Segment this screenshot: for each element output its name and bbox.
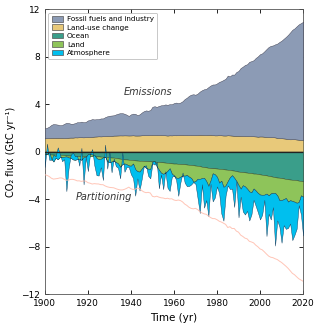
Legend: Fossil fuels and industry, Land-use change, Ocean, Land, Atmosphere: Fossil fuels and industry, Land-use chan…: [48, 13, 157, 59]
Text: Partitioning: Partitioning: [76, 192, 132, 202]
Y-axis label: CO₂ flux (GtC yr⁻¹): CO₂ flux (GtC yr⁻¹): [5, 106, 16, 197]
Text: Emissions: Emissions: [124, 87, 172, 96]
X-axis label: Time (yr): Time (yr): [150, 314, 197, 323]
